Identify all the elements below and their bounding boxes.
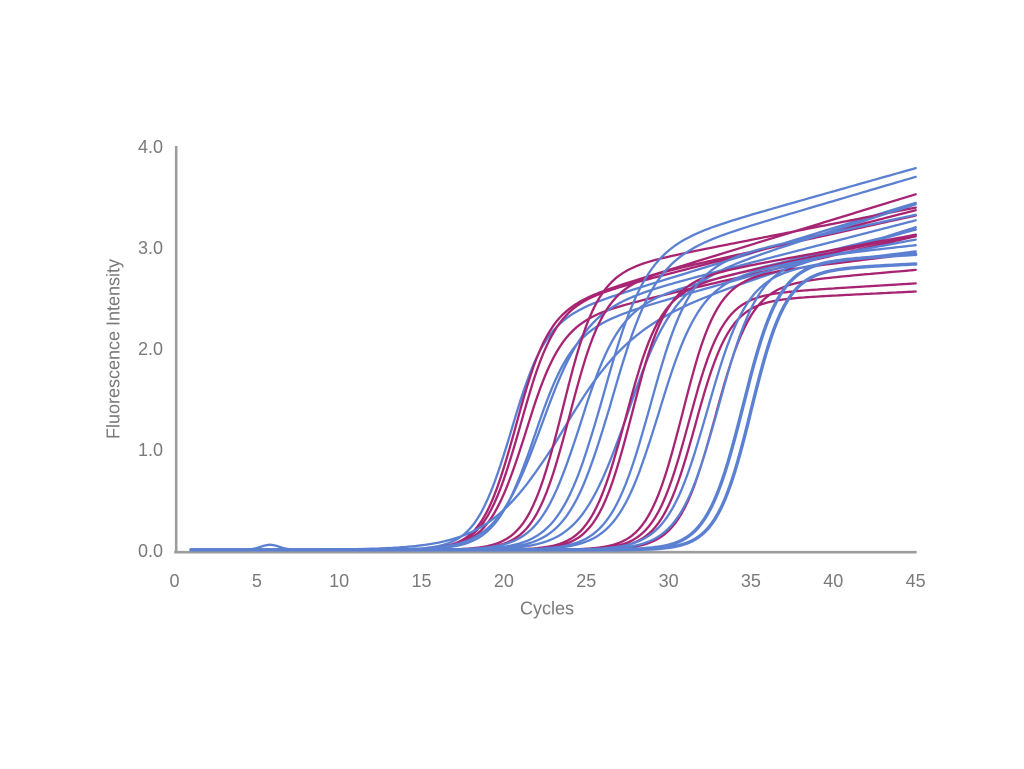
x-tick-label-25: 25 — [576, 571, 597, 591]
x-axis-title: Cycles — [519, 598, 575, 619]
amplification-curve-12 — [189, 175, 917, 551]
x-tick-label-15: 15 — [411, 571, 432, 591]
y-tick-label-4.0: 4.0 — [137, 137, 163, 157]
y-tick-label-2.0: 2.0 — [137, 339, 163, 359]
amplification-curve-07 — [189, 226, 917, 551]
x-tick-label-5: 5 — [251, 571, 262, 591]
amplification-curve-19 — [189, 282, 917, 551]
x-tick-label-0: 0 — [169, 571, 180, 591]
amplification-curve-10 — [189, 228, 917, 551]
y-tick-label-3.0: 3.0 — [137, 238, 163, 258]
y-tick-label-1.0: 1.0 — [137, 440, 163, 460]
amplification-curve-05 — [189, 228, 917, 551]
x-tick-label-35: 35 — [740, 571, 761, 591]
x-tick-label-30: 30 — [658, 571, 679, 591]
y-tick-label-0.0: 0.0 — [137, 541, 163, 561]
x-tick-label-45: 45 — [905, 571, 926, 591]
x-tick-label-20: 20 — [493, 571, 514, 591]
x-tick-label-40: 40 — [823, 571, 844, 591]
amplification-curve-25 — [189, 262, 918, 552]
amplification-curve-21 — [189, 268, 917, 551]
x-tick-label-10: 10 — [329, 571, 350, 591]
amplification-curve-24 — [189, 252, 918, 552]
